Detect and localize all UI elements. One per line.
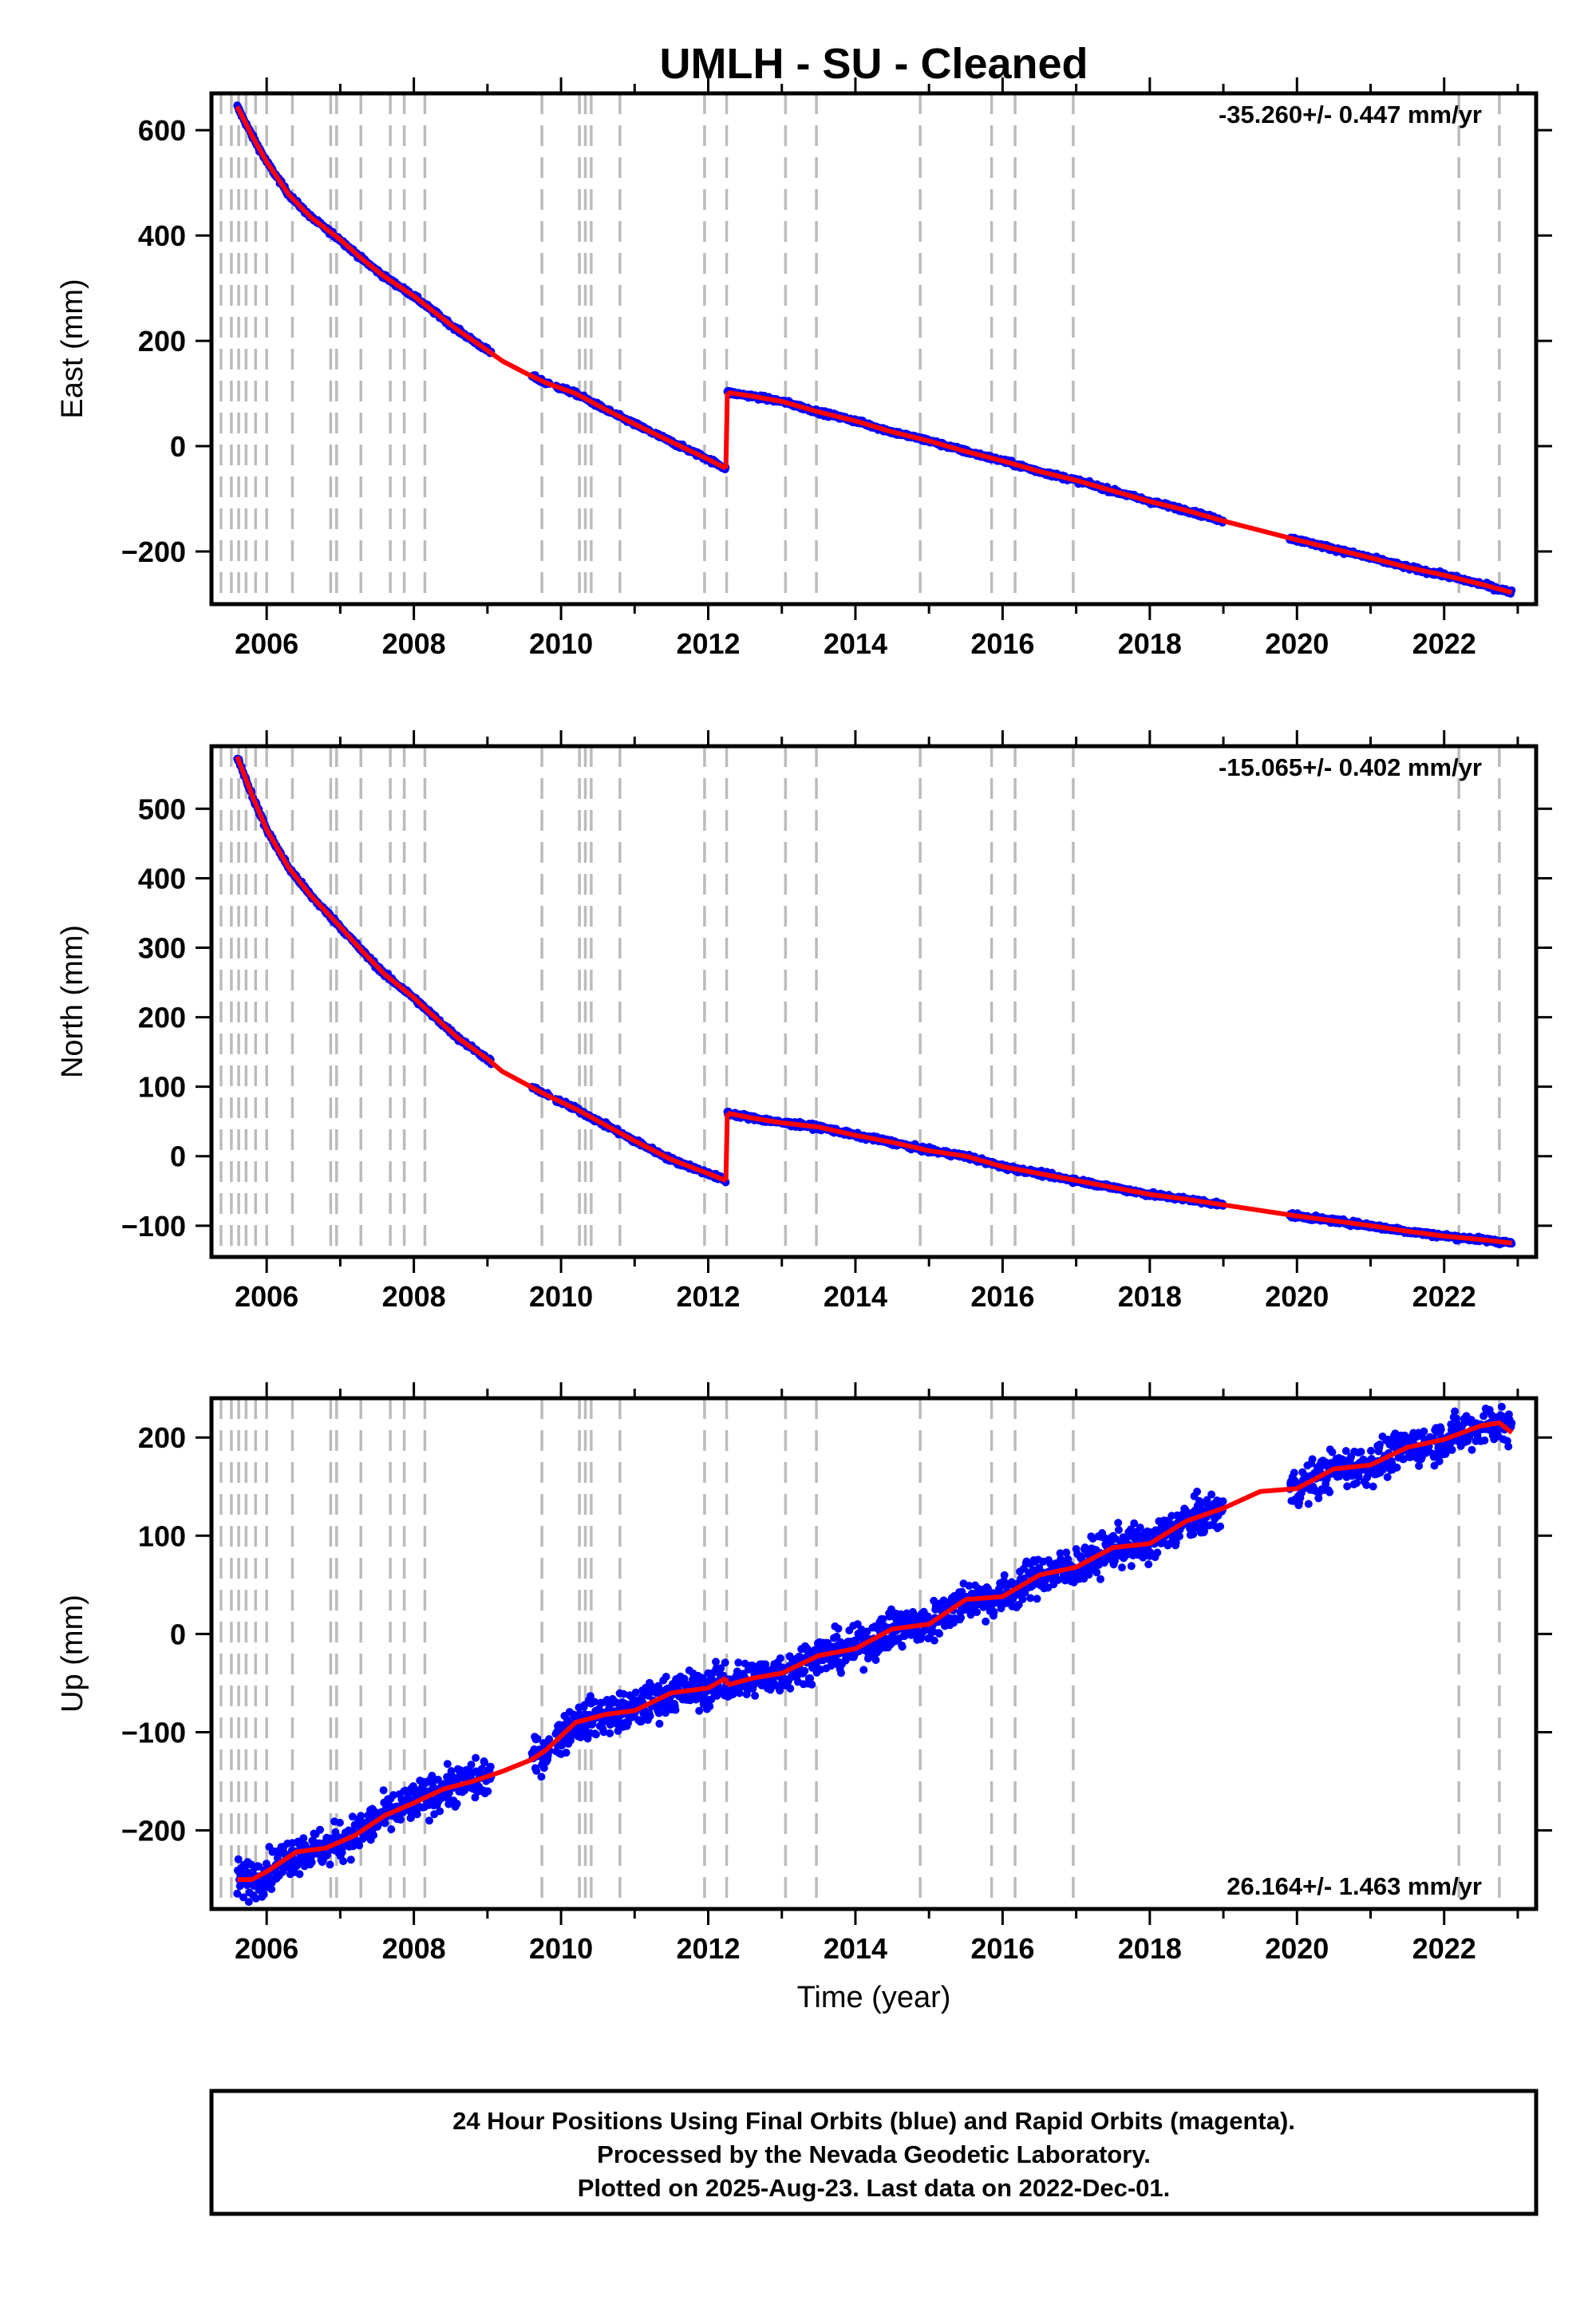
y-tick-label: 400 bbox=[138, 862, 186, 895]
plot-frame bbox=[209, 91, 1539, 607]
y-tick-label: 600 bbox=[138, 114, 186, 147]
figure-title: UMLH - SU - Cleaned bbox=[659, 40, 1088, 88]
data-point bbox=[233, 1889, 242, 1898]
data-point bbox=[316, 1825, 324, 1834]
data-point bbox=[326, 1860, 334, 1869]
x-tick-label: 2008 bbox=[382, 627, 446, 660]
x-tick-label: 2012 bbox=[676, 627, 740, 660]
plot-frame bbox=[209, 744, 1539, 1259]
data-point bbox=[243, 1881, 251, 1889]
data-point bbox=[484, 1787, 492, 1796]
data-point bbox=[307, 1858, 316, 1867]
y-tick-label: −200 bbox=[121, 536, 186, 568]
x-tick-label: 2008 bbox=[382, 1280, 446, 1313]
data-point bbox=[447, 1767, 456, 1776]
panels: 2006 2008 2010 2012 2014 2016 2018 2020 2022 −200… bbox=[56, 77, 1552, 1965]
x-tick-label: 2022 bbox=[1412, 1280, 1476, 1313]
y-tick-label: 200 bbox=[138, 325, 186, 358]
data-point bbox=[539, 1764, 548, 1773]
y-axis-label: North (mm) bbox=[56, 925, 89, 1078]
model-line-2 bbox=[727, 389, 1513, 595]
x-tick-label: 2006 bbox=[235, 627, 298, 660]
data-point bbox=[379, 1786, 388, 1795]
y-tick-label: 0 bbox=[170, 1140, 186, 1173]
data-point bbox=[545, 1735, 554, 1744]
y-tick-label: 500 bbox=[138, 792, 186, 825]
x-tick-label: 2014 bbox=[824, 1280, 887, 1313]
data-point bbox=[533, 1734, 542, 1743]
data-point bbox=[532, 1766, 541, 1775]
x-tick-label: 2016 bbox=[970, 627, 1034, 660]
x-tick-label: 2016 bbox=[970, 1280, 1034, 1313]
y-axis: −100 0 100 200 300 400 500 bbox=[121, 792, 1552, 1243]
data-point bbox=[389, 1791, 397, 1800]
data-point bbox=[339, 1857, 348, 1866]
data-point bbox=[480, 1758, 489, 1767]
panel-1: 2006 2008 2010 2012 2014 2016 2018 2020 2022 −200… bbox=[56, 77, 1552, 660]
y-tick-label: −100 bbox=[121, 1210, 186, 1243]
data-point bbox=[436, 1807, 444, 1816]
data-point bbox=[299, 1834, 308, 1843]
panel-3: 2006 2008 2010 2012 2014 2016 2018 2020 2022−200… bbox=[56, 1382, 1552, 1965]
data-point bbox=[562, 1749, 571, 1757]
data-point bbox=[234, 1855, 243, 1863]
data-point bbox=[369, 1831, 378, 1840]
data-point bbox=[452, 1800, 461, 1808]
y-axis-label: East (mm) bbox=[56, 279, 89, 418]
data-point bbox=[443, 1760, 452, 1769]
data-point bbox=[355, 1841, 364, 1850]
x-tick-label: 2018 bbox=[1118, 1280, 1182, 1313]
x-tick-label: 2006 bbox=[235, 1280, 298, 1313]
panel-2: 2006 2008 2010 2012 2014 2016 2018 2020 2022 −100… bbox=[56, 730, 1552, 1313]
data-point bbox=[387, 1825, 396, 1834]
model-line-1 bbox=[235, 756, 727, 1183]
y-tick-label: 0 bbox=[170, 430, 186, 463]
data-point bbox=[239, 1893, 247, 1902]
model-lines bbox=[235, 756, 1512, 1246]
x-tick-label: 2014 bbox=[824, 627, 887, 660]
data-point bbox=[244, 1898, 253, 1907]
model-lines bbox=[235, 105, 1513, 595]
data-point bbox=[381, 1819, 389, 1828]
data-point bbox=[486, 1762, 495, 1771]
y-tick-label: 200 bbox=[138, 1002, 186, 1034]
y-tick-label: 100 bbox=[138, 1071, 186, 1104]
x-tick-label: 2020 bbox=[1265, 1280, 1329, 1313]
y-tick-label: 400 bbox=[138, 219, 186, 252]
velocity-rate: -15.065+/- 0.402 mm/yr bbox=[1219, 753, 1482, 781]
x-tick-label: 2010 bbox=[529, 627, 593, 660]
y-axis: −200 0 200 400 600 bbox=[121, 114, 1552, 568]
data-point bbox=[434, 1776, 442, 1784]
x-tick-label: 2010 bbox=[529, 1280, 593, 1313]
data-point bbox=[251, 1894, 260, 1903]
data-point bbox=[472, 1753, 480, 1762]
data-point bbox=[267, 1885, 276, 1894]
y-tick-label: 300 bbox=[138, 932, 186, 965]
velocity-rate: -35.260+/- 0.447 mm/yr bbox=[1219, 101, 1482, 128]
data-point bbox=[425, 1816, 433, 1825]
data-point bbox=[295, 1870, 304, 1879]
model-line-1 bbox=[235, 105, 727, 471]
offset-step bbox=[723, 1113, 730, 1181]
data-point bbox=[397, 1816, 405, 1824]
x-tick-label: 2018 bbox=[1118, 627, 1182, 660]
data-point bbox=[537, 1773, 546, 1781]
data-point bbox=[348, 1812, 357, 1821]
data-point bbox=[467, 1761, 476, 1769]
data-point bbox=[413, 1810, 421, 1819]
event-lines bbox=[219, 93, 1501, 604]
x-axis: 2006 2008 2010 2012 2014 2016 2018 2020 2022 bbox=[235, 77, 1519, 660]
data-point bbox=[259, 1890, 268, 1899]
x-tick-label: 2012 bbox=[676, 1280, 740, 1313]
data-point bbox=[346, 1856, 355, 1864]
x-axis: 2006 2008 2010 2012 2014 2016 2018 2020 2022 bbox=[235, 730, 1519, 1313]
model-line-2 bbox=[726, 1110, 1512, 1246]
x-tick-label: 2022 bbox=[1412, 627, 1476, 660]
data-point bbox=[335, 1818, 344, 1827]
data-point bbox=[357, 1812, 365, 1820]
x-tick-label: 2020 bbox=[1265, 627, 1329, 660]
offset-step bbox=[723, 392, 730, 468]
